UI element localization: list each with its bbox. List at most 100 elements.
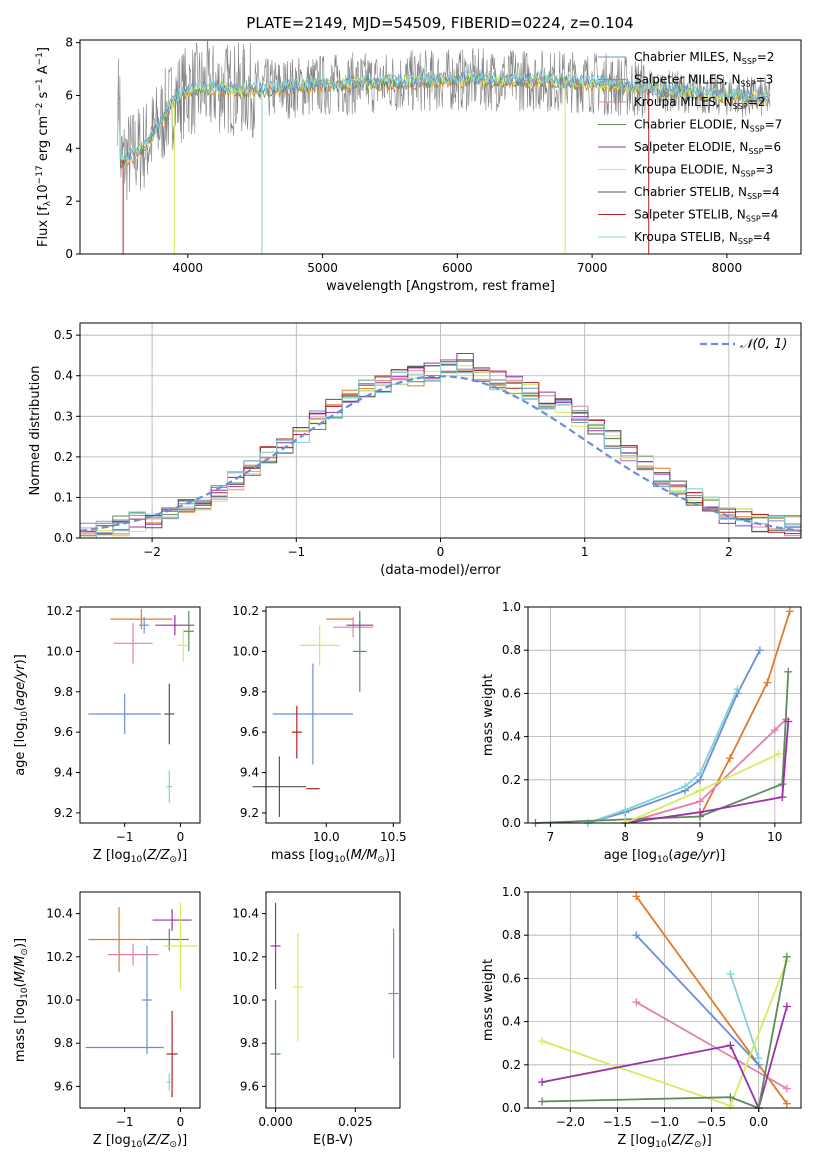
label-part: Z [log bbox=[617, 1133, 655, 1148]
tick-label-x: 0.000 bbox=[258, 1115, 292, 1129]
legend-label: Kroupa STELIB, NSSP=4 bbox=[634, 230, 771, 246]
tick-label-y: 0.0 bbox=[54, 531, 73, 545]
label-part: )] bbox=[715, 848, 725, 863]
tick-label-x: 10.5 bbox=[380, 830, 407, 844]
series-line bbox=[535, 671, 790, 824]
series-line bbox=[541, 1006, 788, 1111]
tick-label-y: 9.8 bbox=[54, 1036, 73, 1050]
plot-area bbox=[531, 607, 794, 827]
tick-label-y: 0.6 bbox=[502, 686, 521, 700]
plot-area bbox=[117, 40, 771, 254]
label-part: λ bbox=[43, 200, 53, 206]
label-part: =2 bbox=[757, 50, 775, 64]
panel-age-vs-Z: −1 09.29.49.69.810.010.2Z [log10(Z/Z⊙)]ag… bbox=[13, 604, 201, 865]
label-part: age [log bbox=[604, 848, 657, 863]
plot-area bbox=[252, 611, 374, 817]
tick-label-x: −1 bbox=[116, 1115, 134, 1129]
tick-label-x: −1.0 bbox=[650, 1115, 679, 1129]
label-part: 10 bbox=[657, 855, 669, 865]
tick-label-y: 10.2 bbox=[46, 950, 73, 964]
label-part: )] bbox=[13, 654, 28, 664]
legend-label: Chabrier ELODIE, NSSP=7 bbox=[634, 118, 782, 134]
label-part: SSP bbox=[742, 57, 757, 66]
label-part: A bbox=[36, 65, 51, 78]
label-part: −1 bbox=[35, 52, 45, 65]
tick-label-y: 1.0 bbox=[502, 885, 521, 899]
axis-label-x: mass [log10(M/M⊙)] bbox=[271, 848, 395, 865]
tick-label-y: 0.8 bbox=[502, 928, 521, 942]
label-part: M/M bbox=[351, 848, 378, 863]
label-part: ( bbox=[667, 1133, 672, 1148]
label-part: mass [log bbox=[13, 999, 28, 1062]
tick-label-y: 9.6 bbox=[240, 1079, 259, 1093]
legend-label: Kroupa MILES, NSSP=2 bbox=[634, 95, 765, 111]
tick-label-x: −1 bbox=[287, 545, 305, 559]
label-part: )] bbox=[177, 848, 187, 863]
plot-area bbox=[85, 902, 198, 1098]
axis-label-x: (data-model)/error bbox=[380, 563, 501, 578]
tick-label-y: 10.2 bbox=[46, 604, 73, 618]
axes-frame bbox=[265, 606, 401, 824]
tick-label-y: 0.4 bbox=[54, 369, 73, 383]
label-part: 10 bbox=[334, 855, 346, 865]
label-part: Kroupa ELODIE, N bbox=[634, 163, 741, 177]
label-part: =3 bbox=[756, 163, 774, 177]
label-part: 10 bbox=[131, 1140, 143, 1150]
tick-label-y: 8 bbox=[65, 36, 73, 50]
tick-label-y: 10.2 bbox=[232, 950, 259, 964]
axis-label-y: mass weight bbox=[481, 959, 496, 1041]
tick-label-y: 10.0 bbox=[46, 993, 73, 1007]
label-part: s bbox=[36, 91, 51, 102]
label-part: =6 bbox=[763, 140, 781, 154]
label-part: 10 bbox=[36, 184, 51, 201]
tick-label-y: 10.0 bbox=[46, 644, 73, 658]
tick-label-y: 0.5 bbox=[54, 328, 73, 342]
panel-mass-vs-EBV: 0.000 0.025 9.6 9.8 10.0 10.2 10.4 E(B-V) bbox=[232, 891, 401, 1148]
tick-label-y: 6 bbox=[65, 88, 73, 102]
plot-area bbox=[79, 353, 802, 539]
label-part: mass [log bbox=[271, 848, 334, 863]
tick-label-x: 4000 bbox=[173, 261, 204, 275]
tick-label-y: 9.6 bbox=[240, 725, 259, 739]
label-part: 10 bbox=[655, 1140, 667, 1150]
axes-frame bbox=[527, 606, 802, 824]
tick-label-y: 2 bbox=[65, 194, 73, 208]
axis-label-x: E(B-V) bbox=[313, 1133, 353, 1148]
label-part: ( bbox=[346, 848, 351, 863]
spectrum-model-line bbox=[117, 72, 771, 163]
label-part: ( bbox=[13, 982, 28, 987]
legend-label: Salpeter MILES, NSSP=3 bbox=[634, 73, 773, 89]
label-part: age [log bbox=[13, 723, 28, 776]
tick-label-y: 9.4 bbox=[54, 766, 73, 780]
label-part: Z [log bbox=[93, 1133, 131, 1148]
label-part: )] bbox=[702, 1133, 712, 1148]
label-part: Salpeter ELODIE, N bbox=[634, 140, 748, 154]
tick-label-y: 10.0 bbox=[232, 993, 259, 1007]
plot-area bbox=[538, 892, 791, 1112]
axis-label-y: Normed distribution bbox=[28, 366, 43, 496]
axes-frame bbox=[79, 606, 201, 824]
label-part: Chabrier ELODIE, N bbox=[634, 118, 750, 132]
legend-label: Salpeter STELIB, NSSP=4 bbox=[634, 208, 778, 224]
tick-label-y: 10.2 bbox=[232, 604, 259, 618]
label-part: Salpeter MILES, N bbox=[634, 73, 741, 87]
label-part: Chabrier STELIB, N bbox=[634, 185, 747, 199]
tick-label-x: 7000 bbox=[577, 261, 608, 275]
axis-label-x: Z [log10(Z/Z⊙)] bbox=[617, 1133, 711, 1150]
label-part: SSP bbox=[733, 102, 748, 111]
panel-mass-weight-vs-Z: −2.0 −1.5 −1.0 −0.5 0.0 0.0 0.2 0.4 0.6 0.8 1.0 Z [… bbox=[481, 885, 802, 1150]
axis-label-y: Flux [fλ10−17 erg cm−2 s−1 A−1] bbox=[35, 47, 53, 247]
tick-label-y: 9.8 bbox=[240, 1036, 259, 1050]
normal-curve bbox=[79, 375, 802, 532]
tick-label-x: −0.5 bbox=[697, 1115, 726, 1129]
tick-label-x: 10.0 bbox=[313, 830, 340, 844]
label-part: Z/Z bbox=[146, 848, 170, 863]
tick-label-y: 10.4 bbox=[232, 907, 259, 921]
tick-label-y: 9.8 bbox=[54, 685, 73, 699]
tick-label-y: 9.2 bbox=[240, 806, 259, 820]
tick-label-x: −2 bbox=[143, 545, 161, 559]
tick-label-x: 7 bbox=[547, 830, 555, 844]
plot-area bbox=[270, 902, 399, 1108]
tick-label-x: −1.5 bbox=[603, 1115, 632, 1129]
